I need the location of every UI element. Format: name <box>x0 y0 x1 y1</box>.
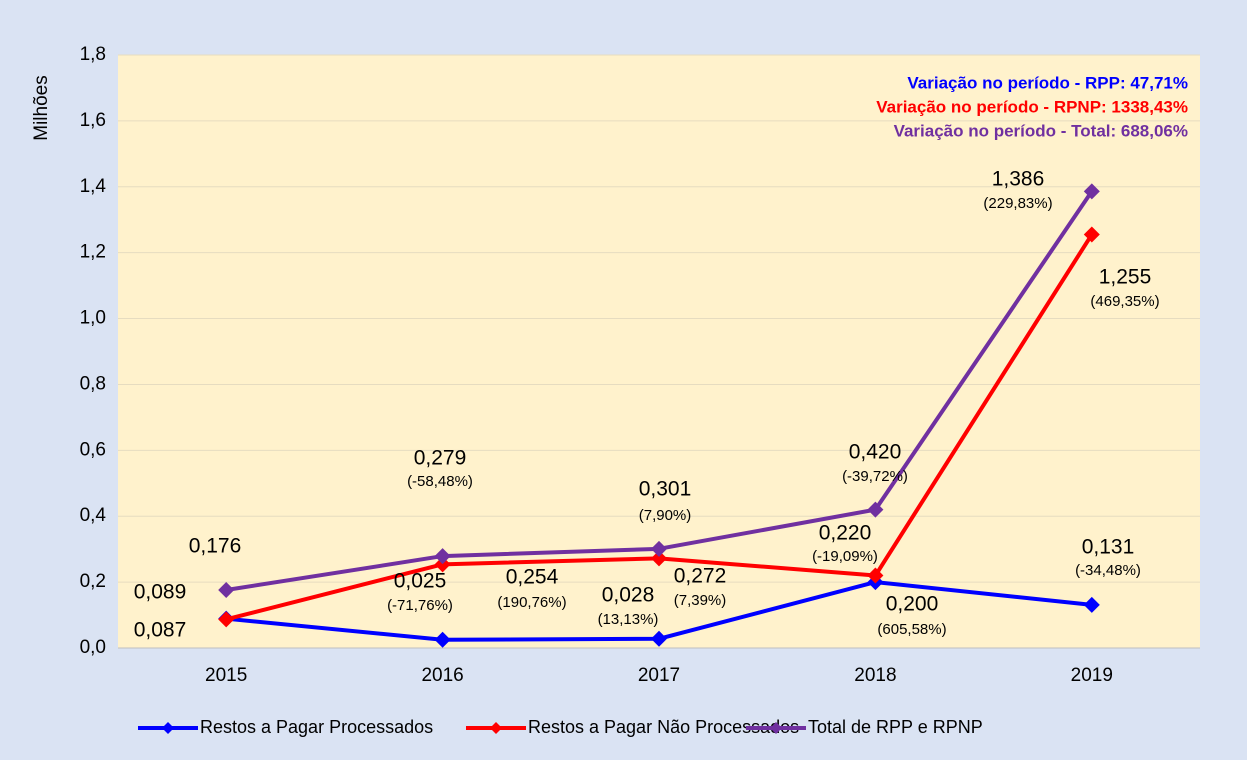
marker <box>434 556 451 573</box>
y-tick-label: 0,6 <box>80 439 106 460</box>
legend-marker <box>162 722 174 734</box>
x-tick-label: 2016 <box>421 665 463 686</box>
x-tick-label: 2019 <box>1071 665 1113 686</box>
legend-label: Restos a Pagar Não Processados <box>528 717 799 737</box>
data-label: 0,200 <box>886 593 939 616</box>
change-label: (7,90%) <box>639 507 692 524</box>
marker <box>434 548 451 565</box>
annotation: Variação no período - Total: 688,06% <box>894 121 1188 140</box>
data-label: 0,420 <box>849 441 902 464</box>
marker <box>218 611 235 628</box>
data-label: 0,301 <box>639 478 692 501</box>
marker <box>651 630 667 647</box>
change-label: (13,13%) <box>598 611 659 628</box>
marker <box>1083 226 1100 243</box>
data-label: 0,028 <box>602 584 655 607</box>
y-tick-label: 1,4 <box>80 176 107 197</box>
data-label: 0,279 <box>414 447 467 470</box>
data-label: 0,089 <box>134 581 187 604</box>
y-tick-label: 1,6 <box>80 110 106 131</box>
y-tick-label: 0,8 <box>80 373 106 394</box>
marker <box>1083 183 1100 200</box>
change-label: (190,76%) <box>497 594 566 611</box>
marker <box>218 582 235 599</box>
marker <box>651 550 667 567</box>
change-label: (7,39%) <box>674 592 727 609</box>
y-tick-label: 0,4 <box>80 505 107 526</box>
legend-label: Restos a Pagar Processados <box>200 717 433 737</box>
marker <box>867 567 884 584</box>
data-label: 0,272 <box>674 565 727 588</box>
y-tick-label: 1,0 <box>80 308 106 329</box>
y-tick-label: 0,2 <box>80 571 106 592</box>
marker <box>651 540 667 557</box>
data-label: 0,220 <box>819 522 872 545</box>
marker <box>867 501 884 518</box>
data-label: 0,254 <box>506 566 559 589</box>
data-label: 0,131 <box>1082 536 1135 559</box>
data-label: 0,025 <box>394 570 447 593</box>
y-axis-label: Milhões <box>31 75 52 140</box>
x-tick-label: 2015 <box>205 665 247 686</box>
x-tick-label: 2017 <box>638 665 680 686</box>
change-label: (605,58%) <box>877 621 946 638</box>
annotation: Variação no período - RPP: 47,71% <box>907 73 1188 92</box>
y-tick-label: 1,2 <box>80 242 106 263</box>
y-tick-label: 1,8 <box>80 44 106 65</box>
change-label: (-58,48%) <box>407 473 473 490</box>
y-tick-label: 0,0 <box>80 637 106 658</box>
change-label: (229,83%) <box>983 195 1052 212</box>
data-label: 0,087 <box>134 619 187 642</box>
legend-label: Total de RPP e RPNP <box>808 717 983 737</box>
legend-marker <box>770 722 782 734</box>
change-label: (-39,72%) <box>842 468 908 485</box>
change-label: (-71,76%) <box>387 597 453 614</box>
change-label: (-34,48%) <box>1075 562 1141 579</box>
marker <box>1083 596 1100 613</box>
data-label: 0,176 <box>189 535 242 558</box>
change-label: (469,35%) <box>1090 293 1159 310</box>
marker <box>434 631 451 648</box>
legend-marker <box>490 722 502 734</box>
data-label: 1,386 <box>992 168 1045 191</box>
x-tick-label: 2018 <box>854 665 896 686</box>
annotation: Variação no período - RPNP: 1338,43% <box>876 97 1188 116</box>
data-label: 1,255 <box>1099 266 1152 289</box>
change-label: (-19,09%) <box>812 548 878 565</box>
